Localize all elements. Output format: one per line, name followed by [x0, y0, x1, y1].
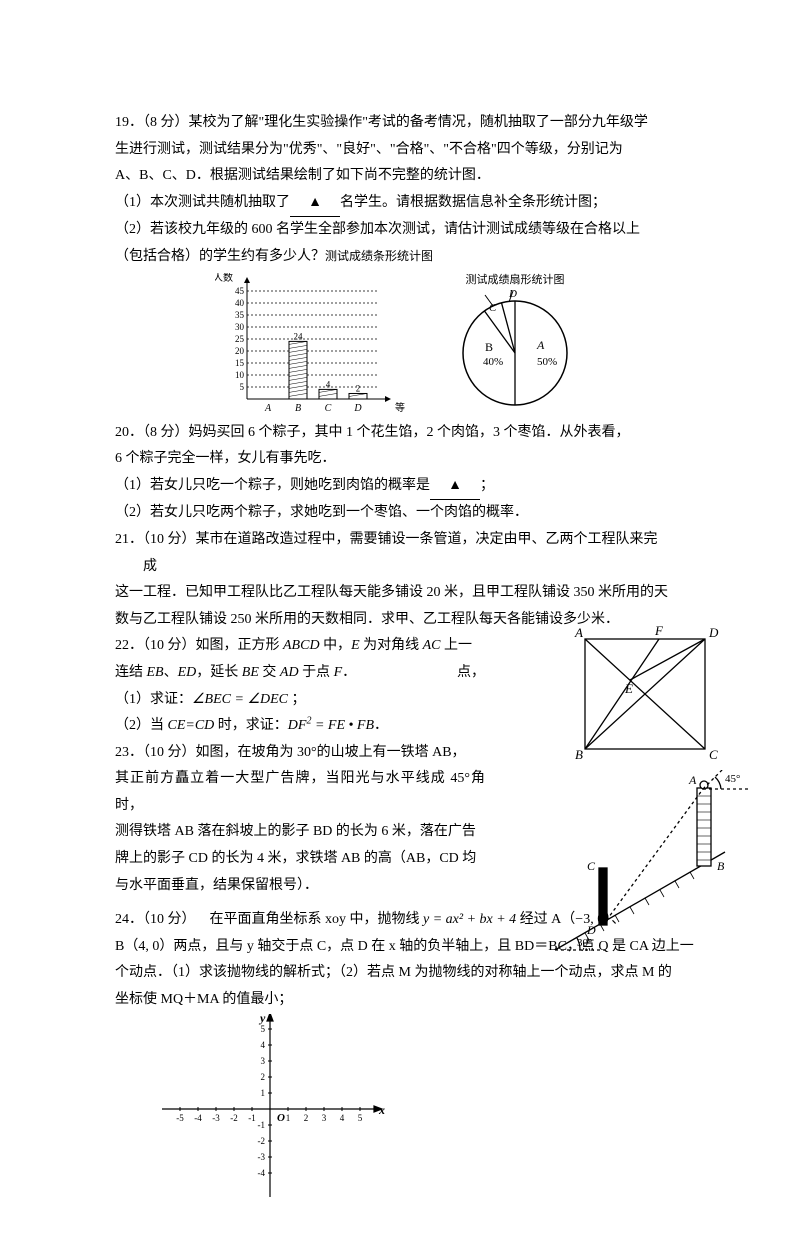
q23-line1: 23．（10 分）如图，在坡角为 30°的山坡上有一铁塔 AB， [115, 740, 485, 767]
svg-text:50%: 50% [537, 356, 557, 368]
svg-text:-3: -3 [258, 1152, 266, 1162]
svg-text:-4: -4 [258, 1168, 266, 1178]
svg-text:C: C [489, 302, 497, 314]
q22-line4: （2）当 CE=CD 时，求证：DF2 = FE • FB． [115, 713, 485, 740]
svg-text:A: A [536, 338, 545, 352]
q23-line5: 与水平面垂直，结果保留根号）． [115, 873, 485, 900]
coordinate-figure: -5 -4 -3 -2 -1 1 2 3 4 5 1 2 3 4 5 -1 -2 -3 -4 O x y [155, 1014, 695, 1215]
bar-chart: 5 10 15 20 25 30 35 40 45 24 4 2 A B C D 人数 等级 [215, 273, 405, 418]
svg-text:5: 5 [261, 1024, 266, 1034]
svg-text:25: 25 [235, 334, 245, 344]
svg-text:D: D [353, 403, 362, 414]
svg-text:-5: -5 [176, 1113, 184, 1123]
q19-figures: 51015202530354045 2442 ABCD 人数 等级 测试成绩扇形… [115, 273, 695, 418]
svg-text:4: 4 [261, 1040, 266, 1050]
svg-text:C: C [325, 403, 332, 414]
svg-text:10: 10 [235, 370, 245, 380]
svg-text:人数: 人数 [215, 273, 233, 284]
q22-line1: 22．（10 分）如图，正方形 ABCD 中，E 为对角线 AC 上一点， [115, 633, 485, 660]
q22-line2: 连结 EB、ED，延长 BE 交 AD 于点 F． [115, 660, 485, 687]
q21-line1b: 成 [115, 554, 695, 581]
svg-text:-3: -3 [212, 1113, 220, 1123]
q19-line1: 19．（8 分）某校为了解"理化生实验操作"考试的备考情况，随机抽取了一部分九年… [115, 110, 695, 137]
svg-text:1: 1 [261, 1088, 266, 1098]
svg-text:2: 2 [356, 383, 361, 393]
svg-text:-1: -1 [258, 1120, 266, 1130]
q19-line2: 生进行测试，测试结果分为"优秀"、"良好"、"合格"、"不合格"四个等级，分别记… [115, 137, 695, 164]
svg-text:测试成绩扇形统计图: 测试成绩扇形统计图 [466, 273, 565, 286]
svg-text:45: 45 [235, 286, 245, 296]
q20-line4: （2）若女儿只吃两个粽子，求她吃到一个枣馅、一个肉馅的概率． [115, 500, 695, 527]
svg-text:C: C [587, 859, 596, 873]
q19-line6: （包括合格）的学生约有多少人？测试成绩条形统计图 [115, 244, 695, 271]
svg-text:45°: 45° [725, 773, 740, 785]
svg-text:C: C [709, 747, 718, 762]
q20-line1: 20．（8 分）妈妈买回 6 个粽子，其中 1 个花生馅，2 个肉馅，3 个枣馅… [115, 420, 695, 447]
svg-text:3: 3 [261, 1056, 266, 1066]
svg-text:-4: -4 [194, 1113, 202, 1123]
svg-text:D: D [708, 625, 719, 640]
svg-text:E: E [624, 681, 633, 696]
svg-text:40: 40 [235, 298, 245, 308]
svg-text:-1: -1 [248, 1113, 256, 1123]
q24-line4: 坐标使 MQ＋MA 的值最小； [115, 987, 695, 1014]
slope-figure: A B C D 45° 30° [525, 770, 755, 965]
svg-text:A: A [264, 403, 272, 414]
svg-text:2: 2 [304, 1113, 309, 1123]
q23-line3: 测得铁塔 AB 落在斜坡上的影子 BD 的长为 6 米，落在广告 [115, 819, 485, 846]
svg-text:-2: -2 [258, 1136, 266, 1146]
svg-text:24: 24 [294, 331, 304, 341]
svg-text:2: 2 [261, 1072, 266, 1082]
svg-text:等级: 等级 [395, 401, 405, 414]
q20-line3: （1）若女儿只吃一个粽子，则她吃到肉馅的概率是▲； [115, 473, 695, 501]
svg-text:15: 15 [235, 358, 245, 368]
q23-line2: 其正前方矗立着一大型广告牌，当阳光与水平线成 45°角时， [115, 766, 485, 819]
svg-text:20: 20 [235, 346, 245, 356]
svg-text:5: 5 [240, 382, 245, 392]
svg-text:4: 4 [326, 379, 331, 389]
svg-text:1: 1 [286, 1113, 291, 1123]
q23-line4: 牌上的影子 CD 的长为 4 米，求铁塔 AB 的高（AB，CD 均 [115, 846, 485, 873]
q21-line2: 这一工程．已知甲工程队比乙工程队每天能多铺设 20 米，且甲工程队铺设 350 … [115, 580, 695, 607]
q19-line4: （1）本次测试共随机抽取了▲名学生。请根据数据信息补全条形统计图； [115, 190, 695, 218]
svg-text:40%: 40% [483, 356, 503, 368]
q22-line3: （1）求证：∠BEC = ∠DEC ； [115, 687, 485, 714]
svg-text:B: B [295, 403, 301, 414]
svg-text:O: O [277, 1112, 285, 1124]
svg-text:D: D [508, 288, 517, 300]
svg-text:3: 3 [322, 1113, 327, 1123]
svg-text:y: y [258, 1014, 266, 1025]
svg-text:D: D [586, 923, 596, 937]
svg-text:F: F [654, 623, 664, 638]
svg-text:-2: -2 [230, 1113, 238, 1123]
svg-text:30: 30 [235, 322, 245, 332]
q20-line2: 6 个粽子完全一样，女儿有事先吃． [115, 446, 695, 473]
pie-chart: 测试成绩扇形统计图 A 50% B 40% C D [435, 273, 595, 418]
q19-line3: A、B、C、D．根据测试结果绘制了如下尚不完整的统计图． [115, 163, 695, 190]
svg-text:4: 4 [340, 1113, 345, 1123]
svg-text:A: A [574, 625, 583, 640]
svg-text:B: B [717, 859, 725, 873]
svg-text:5: 5 [358, 1113, 363, 1123]
svg-text:30°: 30° [577, 937, 592, 949]
svg-text:B: B [485, 340, 493, 354]
q19-line5: （2）若该校九年级的 600 名学生全部参加本次测试，请估计测试成绩等级在合格以… [115, 217, 695, 244]
q21-line1: 21．（10 分）某市在道路改造过程中，需要铺设一条管道，决定由甲、乙两个工程队… [115, 527, 695, 554]
svg-text:35: 35 [235, 310, 245, 320]
svg-text:A: A [688, 773, 697, 787]
svg-text:x: x [378, 1103, 385, 1117]
